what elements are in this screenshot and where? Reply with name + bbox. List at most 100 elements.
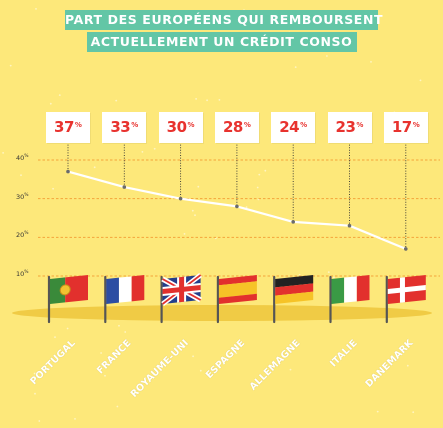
grid-lines [38, 159, 440, 277]
bg-dot [38, 420, 41, 422]
france-flag-icon [104, 275, 145, 324]
background-dots [2, 7, 422, 422]
value-number: 23 [335, 118, 356, 136]
bg-dot [54, 336, 56, 338]
bg-dot [116, 405, 119, 408]
flag-stripe [131, 275, 145, 302]
value-number: 37 [54, 118, 74, 136]
bg-dot [289, 368, 292, 371]
bg-dot [2, 152, 4, 154]
bg-dot [206, 99, 209, 102]
flag-cross [387, 285, 426, 294]
bg-dot [93, 166, 96, 169]
bg-dot [52, 187, 54, 190]
value-label: 24% [271, 112, 316, 143]
bg-dot [195, 98, 198, 100]
bg-dot [199, 369, 202, 372]
bg-dot [298, 274, 301, 276]
data-point [404, 247, 408, 251]
data-point [235, 204, 239, 209]
bg-dot [66, 327, 69, 330]
ground-shadow [12, 305, 432, 321]
flag-stripe [106, 277, 119, 304]
flag-emblem [59, 284, 71, 296]
y-tick-value: 40 [16, 154, 25, 162]
bg-dot [370, 61, 372, 63]
data-points [66, 169, 408, 251]
bg-dot [153, 147, 156, 150]
spain-flag-icon [216, 275, 257, 324]
y-tick-percent: % [24, 154, 29, 159]
bg-dot [214, 237, 217, 240]
y-tick-value: 10 [16, 270, 25, 278]
bg-dot [194, 214, 196, 217]
flag-stripe [344, 276, 357, 303]
bg-dot [35, 7, 37, 10]
bg-dot [115, 99, 118, 102]
bg-dot [412, 411, 415, 414]
bg-dot [34, 392, 36, 395]
bg-dot [74, 418, 76, 420]
bg-dot [124, 331, 127, 333]
y-tick-label: 40% [16, 154, 29, 162]
bg-dot [256, 186, 259, 189]
y-tick-label: 10% [16, 270, 29, 278]
flag-stripe [275, 291, 314, 304]
value-number: 24 [279, 118, 300, 136]
bg-dot [376, 410, 379, 413]
italy-flag-icon [329, 275, 370, 324]
bg-dot [141, 151, 144, 153]
bg-dot [104, 374, 106, 377]
value-percent: % [356, 121, 364, 129]
bg-dot [192, 355, 195, 358]
bg-dot [258, 173, 261, 176]
data-point [291, 220, 296, 224]
data-point [178, 196, 183, 201]
title-line-2: ACTUELLEMENT UN CRÉDIT CONSO [86, 32, 357, 52]
flag-stripe [218, 275, 257, 286]
value-label: 23% [327, 112, 372, 143]
leader-lines [67, 142, 407, 249]
bg-dot [294, 66, 297, 68]
data-point [66, 169, 70, 174]
data-point [122, 185, 127, 189]
bg-dot [264, 169, 267, 172]
bg-dot [100, 352, 102, 354]
y-tick-value: 30 [16, 192, 25, 201]
value-number: 17 [391, 118, 412, 136]
bg-dot [33, 372, 36, 375]
value-label: 37% [46, 112, 90, 143]
y-tick-percent: % [24, 270, 29, 275]
bg-dot [327, 271, 330, 273]
uk-flag-icon [160, 273, 202, 324]
value-percent: % [131, 121, 139, 129]
flags [47, 273, 426, 324]
bg-dot [20, 174, 22, 177]
flag-cross-red [162, 285, 201, 294]
flag-stripe [331, 277, 345, 304]
value-label: 17% [383, 112, 428, 143]
germany-flag-icon [273, 275, 314, 324]
flag-stripe [356, 275, 370, 302]
flag-stripe [65, 275, 88, 303]
y-tick-percent: % [24, 192, 29, 198]
flag-stripe [50, 277, 66, 304]
value-percent: % [187, 121, 195, 129]
bg-dot [197, 185, 200, 188]
denmark-flag-icon [385, 275, 426, 324]
bg-dot [58, 94, 61, 96]
value-label: 30% [158, 112, 203, 143]
value-number: 30 [166, 118, 187, 136]
value-number: 28 [222, 118, 243, 136]
bg-dot [406, 364, 409, 367]
value-number: 33 [110, 118, 131, 136]
value-label: 28% [214, 112, 259, 143]
value-percent: % [300, 121, 308, 129]
y-tick-percent: % [24, 231, 29, 237]
bg-dot [49, 102, 52, 105]
data-point [347, 223, 352, 228]
bg-dot [118, 324, 120, 327]
flag-stripe [275, 275, 314, 288]
value-percent: % [74, 121, 82, 129]
